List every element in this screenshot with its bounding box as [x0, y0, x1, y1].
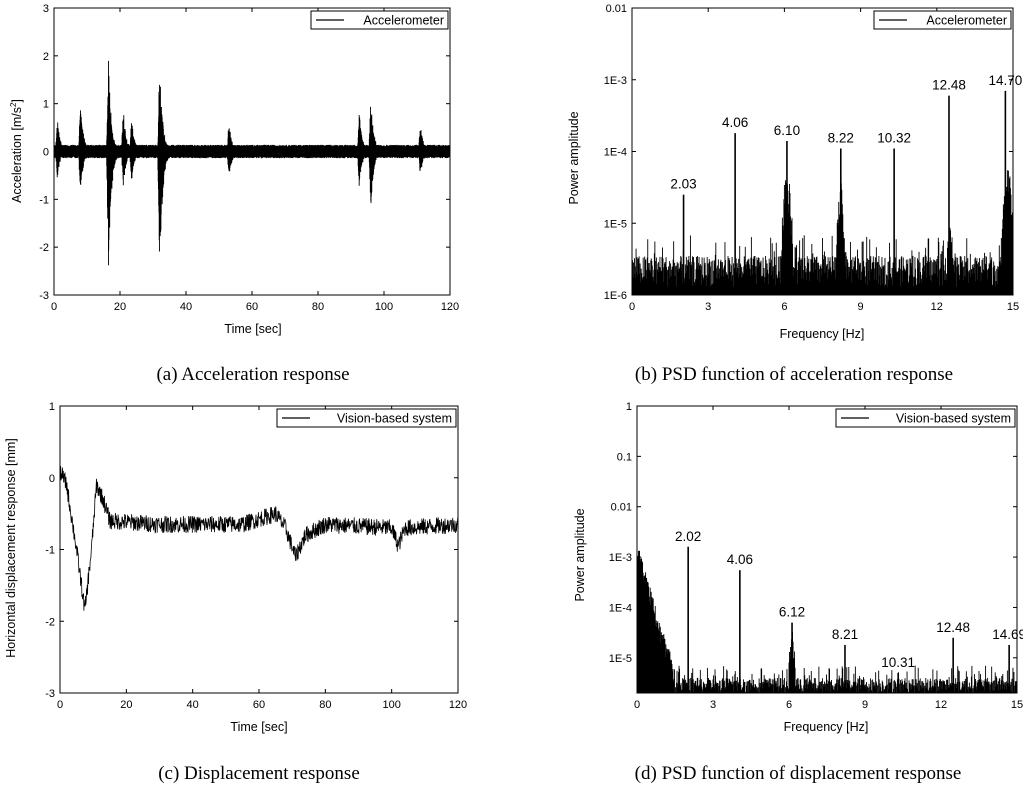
panel-d-peak-label-0: 2.02: [675, 529, 701, 544]
panel-d-xtick-label-2: 6: [786, 699, 792, 711]
panel-a-xtick-label-1: 20: [114, 301, 126, 313]
panel-d-ytick-label-3: 0.01: [611, 502, 632, 514]
panel-d-xtick-label-5: 15: [1011, 699, 1023, 711]
panel-a-ytick-label-6: 3: [43, 3, 49, 15]
panel-d-plot: 2.02 4.06 6.12 8.21 10.31 12.48 14.69 0 3 6 9 12 15 1…: [609, 401, 1023, 711]
panel-b-peak-label-5: 12.48: [932, 78, 966, 93]
panel-b-ylabel: Power amplitude: [567, 111, 581, 204]
panel-d-peak-label-4: 10.31: [881, 655, 915, 670]
panel-c-xtick-label-2: 40: [187, 699, 199, 711]
panel-a-legend-text: Accelerometer: [363, 14, 444, 28]
panel-c-xtick-label-5: 100: [382, 699, 400, 711]
panel-d-ylabel: Power amplitude: [573, 508, 587, 601]
panel-c-ylabel: Horizontal displacement response [mm]: [4, 438, 18, 658]
panel-c-xlabel: Time [sec]: [230, 720, 287, 734]
panel-a-ytick-label-4: 1: [43, 99, 49, 111]
panel-b-ytick-label-3: 1E-3: [604, 75, 627, 87]
panel-c-plot: 0 20 40 60 80 100 120 -3 -2 -1 0 1 Vision-based syst…: [45, 401, 467, 711]
panel-b-xtick-label-2: 6: [781, 301, 787, 313]
panel-d-frame: [636, 405, 1018, 694]
panel-c-series-line: [59, 461, 459, 611]
panel-d-ytick-label-5: 1: [626, 401, 632, 413]
panel-a-xtick-label-3: 60: [246, 301, 258, 313]
panel-c-caption: (c) Displacement response: [158, 763, 360, 784]
panel-d-xtick-label-4: 12: [935, 699, 947, 711]
panel-c-legend: [276, 408, 457, 428]
panel-d-peak-label-5: 12.48: [936, 620, 970, 635]
panel-b-peak-label-3: 8.22: [828, 131, 854, 146]
panel-b-peak-label-6: 14.70: [988, 73, 1022, 88]
panel-b-peak-label-1: 4.06: [722, 115, 748, 130]
panel-d-ytick-label-0: 1E-5: [609, 653, 632, 665]
panel-d-ytick-label-4: 0.1: [617, 451, 632, 463]
panel-b-xtick-label-0: 0: [629, 301, 635, 313]
panel-b-xtick-label-1: 3: [705, 301, 711, 313]
panel-d-peak-label-2: 6.12: [779, 605, 805, 620]
panel-a-caption: (a) Acceleration response: [156, 364, 349, 385]
panel-d-peak-label-6: 14.69: [992, 627, 1023, 642]
panel-b-peak-label-4: 10.32: [877, 131, 911, 146]
panel-d-legend: [835, 408, 1016, 428]
panel-c-xtick-label-1: 20: [120, 699, 132, 711]
panel-b-peak-label-0: 2.03: [670, 177, 696, 192]
panel-b-peak-label-2: 6.10: [774, 123, 800, 138]
panel-d-xtick-label-1: 3: [710, 699, 716, 711]
panel-b-legend: [873, 10, 1012, 30]
panel-d-series-line: [636, 544, 1018, 693]
panel-d-peak-label-3: 8.21: [832, 627, 858, 642]
panel-b-caption: (b) PSD function of acceleration respons…: [635, 364, 953, 385]
panel-a-xtick-label-5: 100: [375, 301, 393, 313]
panel-a-series-line: [53, 60, 451, 266]
panel-a-ytick-label-0: -3: [39, 290, 49, 302]
panel-a-ytick-label-1: -2: [39, 242, 49, 254]
panel-a-plot: 0 20 40 60 80 100 120 -3 -2 -1 0 1 2 3 Accelerometer: [39, 3, 459, 313]
panel-b-xlabel: Frequency [Hz]: [780, 327, 865, 341]
panel-c: 0 20 40 60 80 100 120 -3 -2 -1 0 1 Vision-based syst…: [4, 401, 467, 784]
panel-b-ytick-label-2: 1E-4: [604, 147, 627, 159]
panel-b-ytick-label-0: 1E-6: [604, 290, 627, 302]
panel-c-ytick-label-1: -2: [45, 616, 55, 628]
panel-d: 2.02 4.06 6.12 8.21 10.31 12.48 14.69 0 3 6 9 12 15 1…: [573, 401, 1023, 784]
panel-c-xtick-label-3: 60: [253, 699, 265, 711]
panel-c-xtick-label-6: 120: [449, 699, 467, 711]
panel-a-xtick-label-2: 40: [180, 301, 192, 313]
panel-a-legend: [310, 10, 449, 30]
panel-d-caption: (d) PSD function of displacement respons…: [635, 763, 962, 784]
panel-b-xtick-label-5: 15: [1007, 301, 1019, 313]
panel-a-ylabel: Acceleration [m/s2]: [9, 99, 24, 203]
panel-c-ytick-label-0: -3: [45, 688, 55, 700]
panel-b-legend-text: Accelerometer: [926, 14, 1007, 28]
panel-a-ytick-label-3: 0: [43, 147, 49, 159]
panel-d-legend-text: Vision-based system: [896, 412, 1011, 426]
panel-c-ytick-label-2: -1: [45, 545, 55, 557]
panel-b-plot: 2.03 4.06 6.10 8.22 10.32 12.48 14.70 0 3 6 9 12 15 1…: [604, 3, 1023, 313]
panel-a-ytick-label-5: 2: [43, 51, 49, 63]
panel-c-legend-text: Vision-based system: [337, 412, 452, 426]
panel-a-xtick-label-4: 80: [312, 301, 324, 313]
panel-a-xtick-label-6: 120: [441, 301, 459, 313]
panel-b: 2.03 4.06 6.10 8.22 10.32 12.48 14.70 0 3 6 9 12 15 1…: [567, 3, 1022, 385]
panel-d-ytick-label-1: 1E-4: [609, 602, 632, 614]
panel-a-ytick-label-2: -1: [39, 194, 49, 206]
panel-d-xtick-label-3: 9: [862, 699, 868, 711]
panel-b-ytick-label-4: 0.01: [606, 3, 627, 15]
panel-a-xlabel: Time [sec]: [224, 322, 281, 336]
panel-d-ytick-label-2: 1E-3: [609, 552, 632, 564]
panel-b-xtick-label-4: 12: [931, 301, 943, 313]
panel-b-xtick-label-3: 9: [858, 301, 864, 313]
panel-b-ytick-label-1: 1E-5: [604, 218, 627, 230]
panel-d-xtick-label-0: 0: [634, 699, 640, 711]
panel-d-peak-label-1: 4.06: [727, 552, 753, 567]
panel-c-xtick-label-0: 0: [57, 699, 63, 711]
panel-a-xtick-label-0: 0: [51, 301, 57, 313]
panel-a: 0 20 40 60 80 100 120 -3 -2 -1 0 1 2 3 Accelerometer A…: [9, 3, 459, 385]
panel-c-ytick-label-4: 1: [49, 401, 55, 413]
panel-c-ytick-label-3: 0: [49, 473, 55, 485]
panel-c-xtick-label-4: 80: [319, 699, 331, 711]
panel-d-xlabel: Frequency [Hz]: [784, 720, 869, 734]
panel-c-frame: [59, 405, 459, 694]
